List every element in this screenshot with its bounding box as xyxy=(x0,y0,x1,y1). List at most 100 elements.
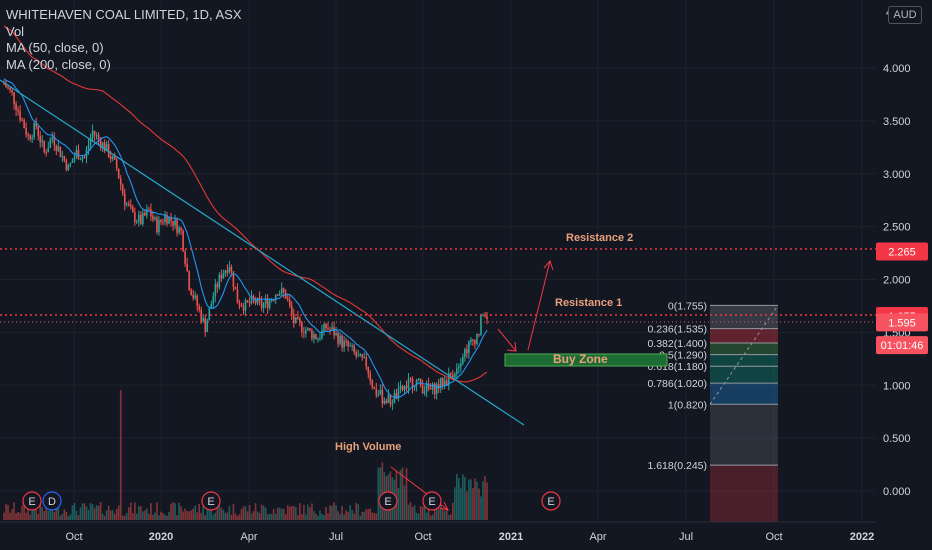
candle-body xyxy=(142,212,144,225)
volume-bar xyxy=(355,502,357,520)
time-axis-label: 2020 xyxy=(149,531,173,543)
volume-bar xyxy=(91,504,94,520)
vol-indicator[interactable]: Vol xyxy=(6,23,25,39)
volume-bar xyxy=(87,510,90,520)
candle-body xyxy=(174,219,176,226)
candle-body xyxy=(101,142,104,148)
event-marker[interactable]: E xyxy=(422,491,442,511)
candle-body xyxy=(407,378,410,389)
volume-bar xyxy=(445,507,448,520)
volume-bar xyxy=(405,468,408,520)
candle-body xyxy=(190,290,192,295)
candle-body xyxy=(166,214,168,224)
volume-bar xyxy=(367,509,370,520)
candle-body xyxy=(484,315,486,317)
resistance-1-label: Resistance 1 xyxy=(555,297,622,309)
volume-bar xyxy=(478,488,480,520)
volume-bar xyxy=(182,511,184,520)
volume-bar xyxy=(228,505,231,520)
candle-body xyxy=(45,151,48,153)
candle-body xyxy=(309,328,311,331)
event-marker-circle xyxy=(42,491,62,511)
volume-bar xyxy=(83,503,86,520)
candle-body xyxy=(99,139,102,148)
candle-body xyxy=(264,299,267,304)
candle-body xyxy=(188,271,190,291)
event-marker-label: E xyxy=(547,496,554,508)
volume-bar xyxy=(158,515,160,520)
event-marker[interactable]: E xyxy=(541,491,561,511)
candle-body xyxy=(73,157,76,161)
candle-body xyxy=(278,293,281,296)
fib-level-label: 1.618(0.245) xyxy=(647,460,707,472)
buy-zone-box[interactable] xyxy=(504,353,668,367)
arrow-down-line xyxy=(497,328,517,352)
candle-body xyxy=(156,217,158,233)
event-marker[interactable]: E xyxy=(22,491,42,511)
time-axis-label: Apr xyxy=(240,531,257,543)
candle-body xyxy=(405,385,408,389)
ma50-indicator[interactable]: MA (50, close, 0) xyxy=(6,40,104,55)
volume-bar xyxy=(311,503,313,520)
candle-body xyxy=(47,147,50,153)
volume-bar xyxy=(103,515,106,520)
candle-body xyxy=(214,284,217,297)
volume-bar xyxy=(63,509,66,520)
candle-body xyxy=(411,379,414,388)
candle-body xyxy=(417,378,420,381)
candle-body xyxy=(295,317,297,324)
volume-bar xyxy=(154,512,156,520)
price-axis-label: 3.000 xyxy=(883,169,911,181)
volume-bar xyxy=(39,502,42,520)
fib-retracement[interactable]: 0(1.755) 0.236(1.535) 0.382(1.400)0.5(1.29… xyxy=(647,300,779,522)
volume-bar xyxy=(303,504,305,520)
volume-bar xyxy=(307,504,309,520)
volume-bar xyxy=(363,511,366,520)
candle-body xyxy=(234,286,237,290)
volume-bar xyxy=(347,511,349,520)
volume-bar xyxy=(335,505,337,520)
candle-body xyxy=(266,299,269,308)
event-marker[interactable]: D xyxy=(42,491,62,511)
candle-body xyxy=(87,145,90,150)
trendline[interactable] xyxy=(0,79,525,426)
volume-bar xyxy=(127,507,130,520)
price-axis-label: 0.500 xyxy=(883,433,911,445)
price-axis[interactable]: 44.0003.5003.0002.5002.0001.5001.0000.50… xyxy=(876,0,932,550)
candle-body xyxy=(482,315,484,317)
candle-body xyxy=(91,130,94,139)
volume-bar xyxy=(71,505,74,520)
volume-bar xyxy=(468,479,470,520)
candle-body xyxy=(307,328,309,331)
candle-body xyxy=(268,301,271,308)
grid-lines xyxy=(0,0,876,522)
candle-body xyxy=(419,378,422,386)
candle-body xyxy=(357,355,359,357)
volume-bar xyxy=(244,506,247,520)
candle-body xyxy=(385,400,388,404)
candle-body xyxy=(27,134,29,136)
currency-button[interactable]: AUD xyxy=(888,6,922,24)
candle-body xyxy=(69,162,72,165)
volume-bar xyxy=(180,506,182,520)
volume-bar xyxy=(276,507,279,520)
candle-body xyxy=(282,288,285,293)
volume-bar xyxy=(232,503,235,520)
symbol-title[interactable]: WHITEHAVEN COAL LIMITED, 1D, ASX xyxy=(6,7,242,22)
event-marker[interactable]: E xyxy=(201,491,221,511)
candle-body xyxy=(474,340,476,344)
drawings[interactable]: Buy Zone Resistance 2 Resistance 1 High … xyxy=(0,79,876,511)
candle-body xyxy=(184,251,186,264)
candle-body xyxy=(109,156,112,160)
event-marker[interactable]: E xyxy=(378,491,398,511)
time-axis[interactable]: Oct 2020 Apr Jul Oct 2021 Apr Jul Oct 2022 xyxy=(0,521,876,543)
fib-level-label: 0.5(1.290) xyxy=(659,350,707,362)
volume-bar xyxy=(178,502,180,520)
volume-bar xyxy=(208,509,211,520)
volume-bar xyxy=(184,508,186,520)
ma200-indicator[interactable]: MA (200, close, 0) xyxy=(6,56,111,72)
volume-bar xyxy=(339,513,341,520)
candle-body xyxy=(41,140,44,143)
